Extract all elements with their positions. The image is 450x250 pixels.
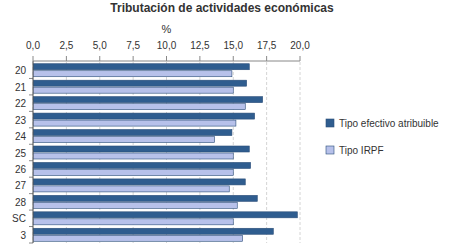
category-tick	[29, 193, 33, 194]
axis-line	[33, 61, 34, 243]
category-label: 27	[15, 180, 27, 191]
bar	[33, 130, 232, 136]
bar	[33, 186, 229, 192]
tick-label: 2,5	[59, 40, 73, 51]
tick-label: 20,0	[290, 40, 310, 51]
bar	[33, 179, 245, 185]
bar	[33, 162, 251, 168]
category-label: 25	[15, 148, 27, 159]
tick-label: 5,0	[93, 40, 107, 51]
category-tick	[29, 243, 33, 244]
category-tick	[29, 226, 33, 227]
legend-label: Tipo efectivo atribuible	[339, 118, 439, 129]
category-label: 21	[15, 82, 27, 93]
category-label: 20	[15, 65, 27, 76]
tick-mark	[33, 56, 34, 61]
tick-mark	[199, 56, 200, 61]
tick-label: 7,5	[126, 40, 140, 51]
category-label: 3	[20, 230, 26, 241]
category-label: 24	[15, 131, 27, 142]
tick-mark	[300, 56, 301, 61]
bars	[33, 64, 297, 242]
category-label: 22	[15, 98, 27, 109]
grid-line	[300, 62, 301, 243]
bar	[33, 202, 237, 208]
category-tick	[29, 160, 33, 161]
bar	[33, 87, 233, 93]
bar	[33, 80, 247, 86]
tick-mark	[166, 56, 167, 61]
bar	[33, 120, 236, 126]
tick-label: 12,5	[190, 40, 210, 51]
tick-label: 17,5	[257, 40, 277, 51]
bar	[33, 71, 232, 77]
tick-label: 10,0	[157, 40, 177, 51]
bar	[33, 146, 249, 152]
tick-mark	[266, 56, 267, 61]
category-tick	[29, 78, 33, 79]
bar	[33, 64, 249, 70]
category-label: 23	[15, 115, 27, 126]
title: Tributación de actividades económicas	[110, 1, 334, 15]
category-label: SC	[12, 213, 26, 224]
axis-line	[33, 61, 300, 62]
bar	[33, 153, 233, 159]
tick-mark	[66, 56, 67, 61]
chart: Tributación de actividades económicas% 0,…	[0, 0, 450, 250]
bar	[33, 137, 215, 143]
category-tick	[29, 94, 33, 95]
category-tick	[29, 177, 33, 178]
bar	[33, 219, 233, 225]
bar	[33, 228, 273, 234]
bar	[33, 195, 257, 201]
tick-mark	[233, 56, 234, 61]
bar	[33, 169, 233, 175]
category-tick	[29, 210, 33, 211]
grid-line	[33, 62, 34, 243]
legend-swatch	[326, 119, 334, 127]
bar	[33, 212, 297, 218]
bar	[33, 235, 243, 241]
legend-swatch	[326, 146, 334, 154]
tick-label: 15,0	[224, 40, 244, 51]
bar	[33, 104, 245, 110]
category-tick	[29, 111, 33, 112]
category-tick	[29, 127, 33, 128]
bar	[33, 97, 263, 103]
bar	[33, 113, 255, 119]
axis-label: %	[162, 23, 172, 35]
tick-mark	[99, 56, 100, 61]
tick-mark	[133, 56, 134, 61]
category-label: 26	[15, 164, 27, 175]
legend-label: Tipo IRPF	[339, 145, 384, 156]
category-tick	[29, 144, 33, 145]
tick-label: 0,0	[26, 40, 40, 51]
category-label: 28	[15, 197, 27, 208]
